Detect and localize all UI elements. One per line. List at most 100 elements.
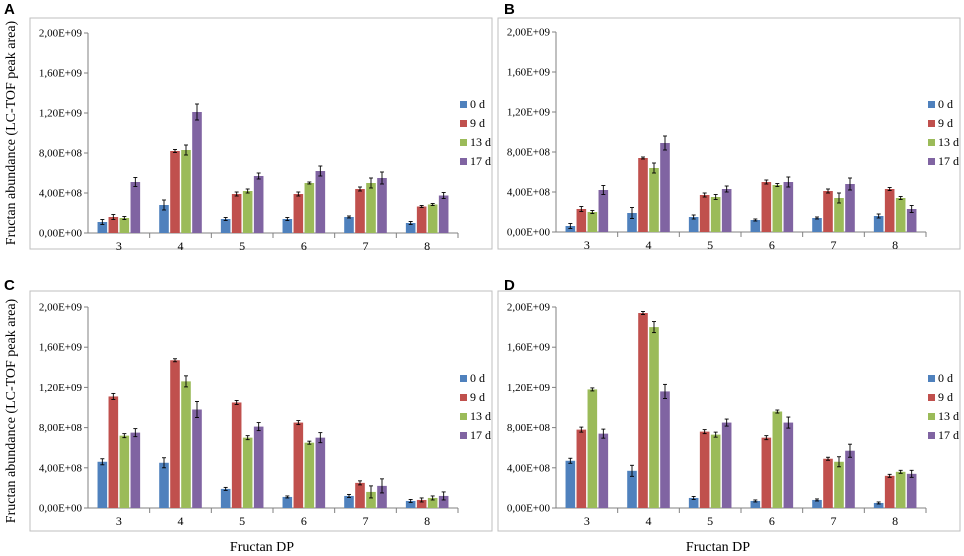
- bar-13d-dp3: [119, 218, 130, 233]
- bar-9d-dp7: [355, 482, 365, 508]
- bar-17d-dp8: [906, 209, 917, 232]
- bar-13d-dp6: [304, 442, 315, 508]
- legend: 0 d 9 d 13 d 17 d: [928, 371, 959, 442]
- bar-13d-dp5: [710, 434, 721, 508]
- x-axis-title-left: Fructan DP: [230, 540, 294, 555]
- legend-swatch: [928, 101, 935, 108]
- panel-b-plot: 0,00E+00 4,00E+08 8,00E+08 1,20E+09 1,60E+09…: [507, 27, 959, 253]
- bar-17d-dp4: [660, 391, 670, 508]
- y-tick-label: 0,00E+00: [39, 503, 83, 515]
- bar-13d-dp8: [427, 497, 438, 508]
- y-tick-label: 8,00E+08: [39, 148, 83, 160]
- x-category-label: 3: [116, 239, 122, 253]
- bar-17d-dp4: [660, 143, 670, 232]
- bar-13d-dp5: [242, 437, 253, 508]
- bar-13d-dp5: [710, 197, 721, 232]
- bar-17d-dp6: [315, 437, 326, 508]
- x-category-label: 8: [892, 514, 898, 528]
- y-tick-label: 8,00E+08: [507, 147, 551, 159]
- bar-9d-dp8: [416, 206, 427, 233]
- bar-0d-dp4: [627, 470, 637, 508]
- bar-13d-dp7: [366, 491, 376, 508]
- x-category-label: 5: [707, 238, 713, 252]
- legend-entry: 9 d: [938, 116, 953, 130]
- x-category-label: 4: [178, 239, 184, 253]
- bar-0d-dp6: [282, 496, 293, 508]
- y-tick-label: 2,00E+09: [39, 302, 83, 314]
- bar-9d-dp6: [293, 422, 304, 508]
- y-tick-label: 1,60E+09: [39, 342, 83, 354]
- y-tick-label: 2,00E+09: [507, 27, 551, 39]
- bar-0d-dp3: [97, 461, 108, 508]
- bar-9d-dp7: [823, 191, 833, 232]
- legend-swatch: [460, 375, 467, 382]
- bar-0d-dp3: [565, 460, 576, 508]
- bar-0d-dp4: [627, 213, 637, 232]
- bar-17d-dp5: [721, 422, 732, 508]
- bar-17d-dp7: [377, 178, 387, 233]
- bar-0d-dp3: [97, 222, 108, 233]
- y-tick-label: 0,00E+00: [507, 227, 551, 239]
- legend: 0 d 9 d 13 d 17 d: [460, 371, 491, 442]
- x-category-label: 7: [363, 239, 369, 253]
- legend-entry: 0 d: [470, 97, 485, 111]
- x-category-label: 5: [239, 514, 245, 528]
- bar-17d-dp7: [377, 485, 387, 508]
- legend-entry: 0 d: [938, 371, 953, 385]
- y-tick-label: 1,20E+09: [507, 107, 551, 119]
- bar-13d-dp3: [119, 435, 130, 508]
- bar-0d-dp7: [344, 217, 354, 233]
- legend-swatch: [460, 139, 467, 146]
- panel-c-plot: 0,00E+00 4,00E+08 8,00E+08 1,20E+09 1,60E+09…: [39, 302, 491, 529]
- legend-entry: 17 d: [470, 154, 491, 168]
- x-category-label: 7: [831, 238, 837, 252]
- y-tick-label: 4,00E+08: [507, 187, 551, 199]
- bar-9d-dp3: [576, 429, 587, 508]
- bar-13d-dp5: [242, 191, 253, 233]
- legend-swatch: [460, 413, 467, 420]
- bar-17d-dp3: [598, 190, 609, 232]
- x-category-label: 3: [584, 514, 590, 528]
- bar-9d-dp8: [884, 475, 895, 508]
- legend: 0 d 9 d 13 d 17 d: [928, 97, 959, 168]
- bar-17d-dp3: [598, 433, 609, 508]
- bar-17d-dp7: [845, 450, 855, 508]
- y-tick-label: 1,60E+09: [39, 68, 83, 80]
- legend-entry: 17 d: [938, 154, 959, 168]
- panel-d-plot: 0,00E+00 4,00E+08 8,00E+08 1,20E+09 1,60E+09…: [507, 302, 959, 529]
- bar-9d-dp5: [699, 431, 710, 508]
- bar-0d-dp5: [220, 219, 231, 233]
- y-tick-label: 1,20E+09: [39, 108, 83, 120]
- legend-entry: 9 d: [938, 390, 953, 404]
- x-category-label: 4: [178, 514, 184, 528]
- bar-9d-dp6: [293, 194, 304, 233]
- bar-0d-dp3: [565, 226, 576, 232]
- bar-0d-dp8: [873, 216, 884, 232]
- bar-9d-dp4: [170, 151, 180, 233]
- bar-13d-dp6: [304, 183, 315, 233]
- bar-17d-dp5: [253, 426, 264, 508]
- y-tick-label: 8,00E+08: [507, 422, 551, 434]
- bar-13d-dp7: [366, 183, 376, 233]
- y-tick-label: 1,60E+09: [507, 342, 551, 354]
- legend-swatch: [928, 158, 935, 165]
- bar-9d-dp3: [108, 396, 119, 508]
- x-category-label: 6: [769, 514, 775, 528]
- bar-0d-dp7: [344, 495, 354, 508]
- y-tick-label: 4,00E+08: [39, 188, 83, 200]
- legend-swatch: [460, 394, 467, 401]
- bar-0d-dp6: [750, 220, 761, 232]
- legend-swatch: [928, 120, 935, 127]
- x-category-label: 6: [769, 238, 775, 252]
- bar-0d-dp4: [159, 205, 169, 233]
- x-category-label: 3: [116, 514, 122, 528]
- legend-swatch: [460, 101, 467, 108]
- legend-entry: 9 d: [470, 390, 485, 404]
- bar-9d-dp3: [576, 209, 587, 232]
- y-tick-label: 2,00E+09: [39, 28, 83, 40]
- bar-13d-dp4: [649, 168, 659, 232]
- legend-swatch: [928, 432, 935, 439]
- x-category-label: 4: [646, 238, 652, 252]
- legend-entry: 0 d: [470, 371, 485, 385]
- legend: 0 d 9 d 13 d 17 d: [460, 97, 491, 168]
